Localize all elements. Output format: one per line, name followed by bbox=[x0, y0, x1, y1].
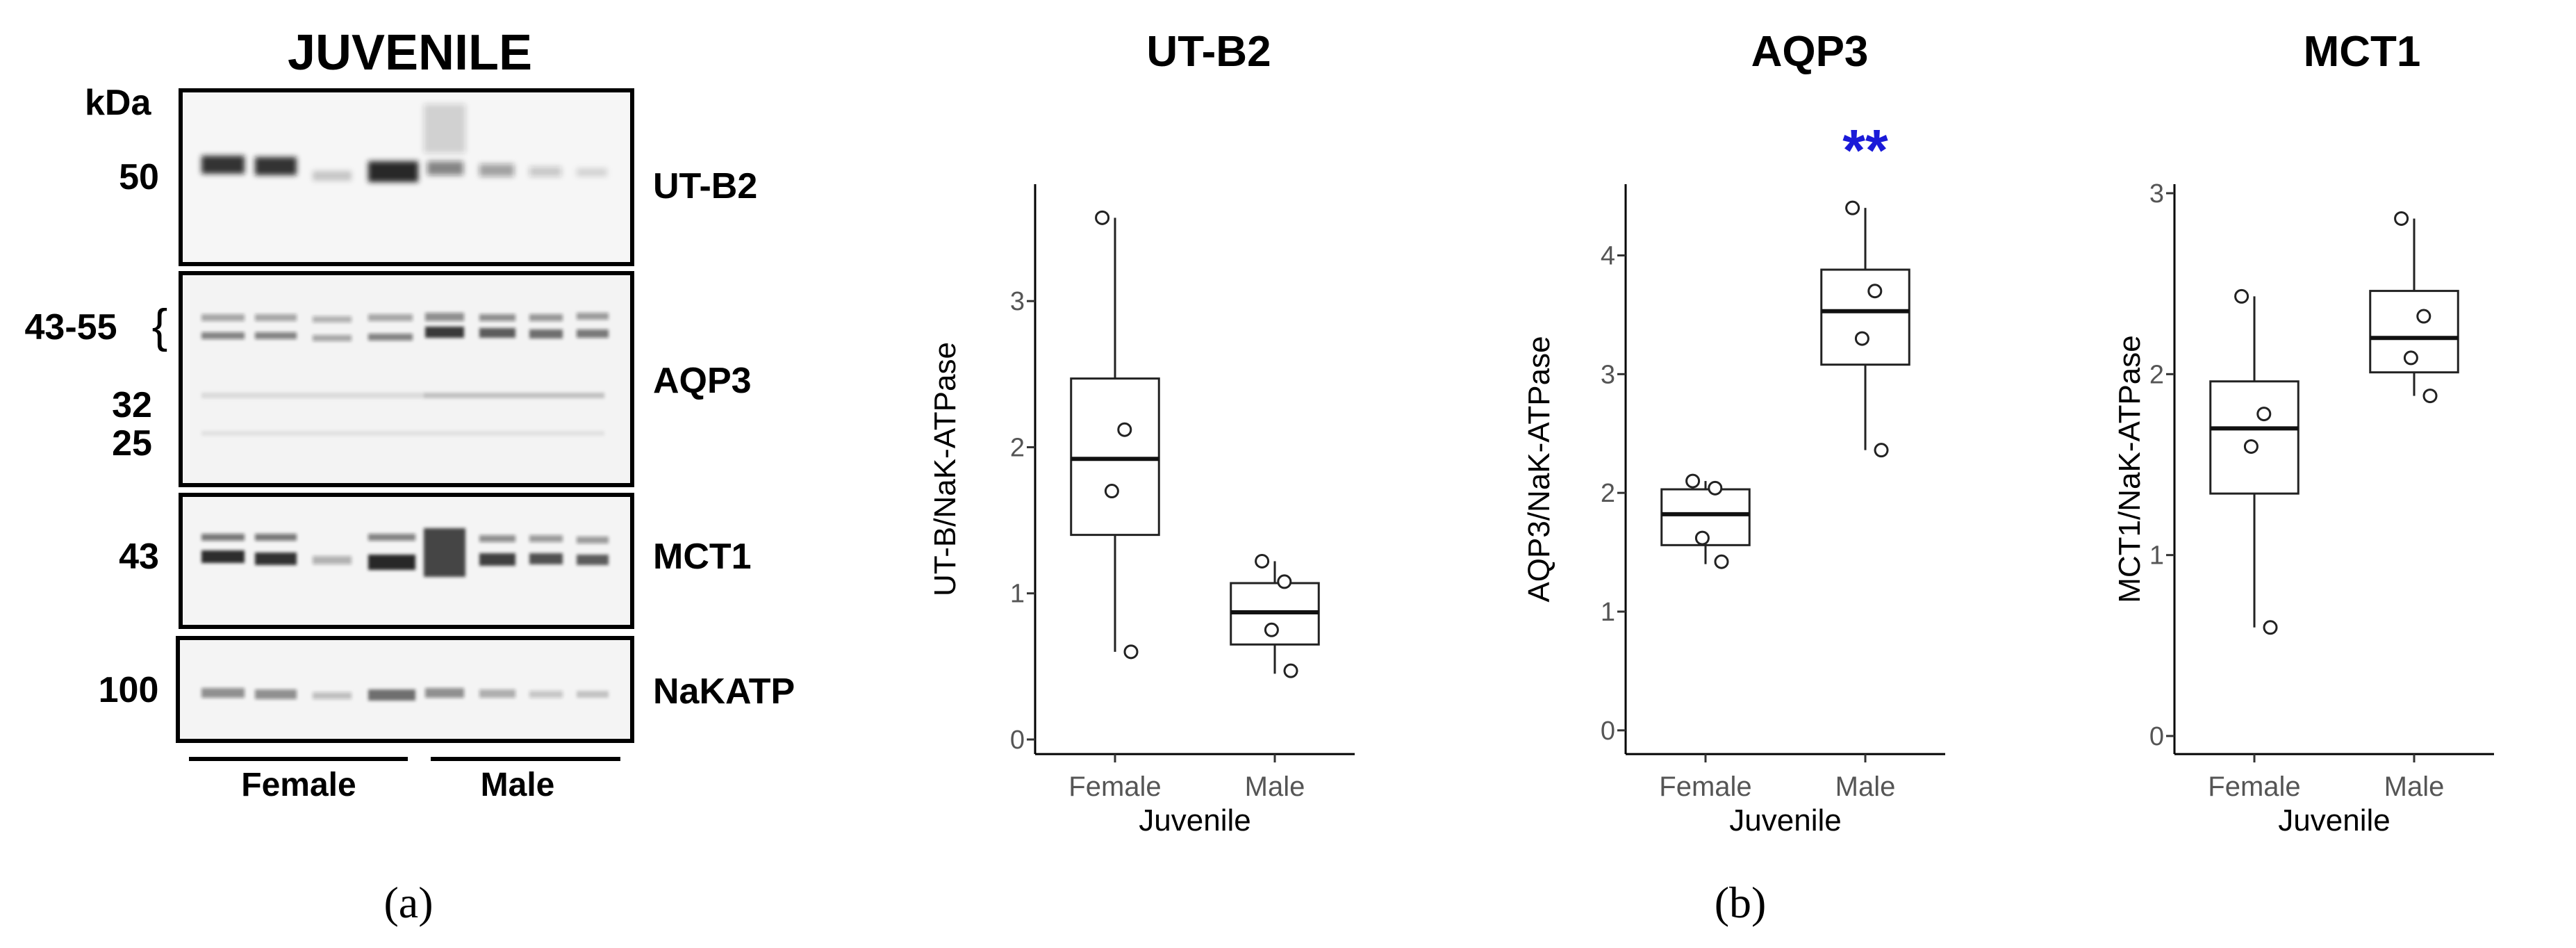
blot-label-ut-b2: UT-B2 bbox=[653, 166, 757, 206]
x-tick-label: Male bbox=[1835, 771, 1896, 802]
y-tick-label: 0 bbox=[2149, 722, 2164, 751]
blot-label-nakatp: NaKATP bbox=[653, 671, 795, 712]
x-tick-label: Male bbox=[1245, 771, 1305, 802]
blot-strip-ut-b2: UT-B2 bbox=[179, 88, 757, 266]
x-axis-label: Juvenile bbox=[1729, 803, 1841, 837]
chart-title: UT-B2 bbox=[1146, 28, 1271, 76]
data-point bbox=[1095, 210, 1110, 225]
data-point bbox=[1264, 622, 1279, 637]
y-tick-label: 3 bbox=[1601, 360, 1615, 389]
mw-label-43-55: 43-55 bbox=[25, 307, 117, 348]
mw-label-100: 100 bbox=[99, 670, 159, 710]
significance-annotation: ** bbox=[1842, 117, 1888, 183]
mw-bracket: { bbox=[152, 300, 168, 352]
data-point bbox=[1123, 644, 1139, 660]
y-tick-label: 3 bbox=[2149, 179, 2164, 209]
data-point bbox=[1845, 200, 1860, 215]
chart-title: AQP3 bbox=[1751, 28, 1869, 76]
data-point bbox=[1714, 554, 1729, 569]
blot-label-aqp3: AQP3 bbox=[653, 361, 752, 401]
western-blot-panel: JUVENILE kDa 50 43-55 { 32 25 43 100 UT-… bbox=[25, 25, 795, 803]
data-point bbox=[1867, 284, 1883, 299]
data-point bbox=[1694, 530, 1710, 546]
y-tick-label: 4 bbox=[1601, 242, 1615, 271]
data-point bbox=[2256, 407, 2272, 422]
y-tick-label: 1 bbox=[1010, 580, 1025, 609]
female-group-label: Female bbox=[241, 767, 356, 803]
blot-label-mct1: MCT1 bbox=[653, 537, 752, 577]
data-point bbox=[2394, 211, 2409, 226]
data-point bbox=[1685, 473, 1701, 489]
blot-title: JUVENILE bbox=[288, 25, 532, 81]
data-point bbox=[1854, 331, 1869, 346]
box-female bbox=[1070, 377, 1160, 537]
data-point bbox=[2416, 309, 2431, 324]
kda-label: kDa bbox=[85, 83, 151, 123]
data-point bbox=[2234, 288, 2249, 304]
panel-b-caption: (b) bbox=[1715, 878, 1767, 927]
data-point bbox=[1255, 553, 1270, 569]
data-point bbox=[2422, 389, 2438, 404]
x-axis-label: Juvenile bbox=[1139, 803, 1250, 837]
data-point bbox=[2403, 350, 2418, 366]
chart-title: MCT1 bbox=[2304, 28, 2421, 76]
x-tick-label: Female bbox=[1068, 771, 1161, 802]
data-point bbox=[2263, 620, 2278, 635]
y-tick-label: 2 bbox=[2149, 360, 2164, 389]
y-tick-label: 3 bbox=[1010, 287, 1025, 316]
box-male bbox=[1820, 268, 1910, 366]
data-point bbox=[1708, 480, 1723, 496]
blot-strip-nakatp: NaKATP bbox=[176, 636, 795, 743]
y-tick-label: 0 bbox=[1601, 717, 1615, 746]
blot-strip-aqp3: AQP3 bbox=[179, 271, 752, 487]
data-point bbox=[1283, 663, 1298, 678]
blot-strip-mct1: MCT1 bbox=[179, 493, 752, 629]
y-axis-label: AQP3/NaK-ATPase bbox=[1522, 336, 1556, 602]
mw-label-43: 43 bbox=[119, 537, 159, 577]
box-female bbox=[2209, 380, 2300, 495]
y-axis-label: UT-B/NaK-ATPase bbox=[928, 342, 962, 596]
mw-label-25: 25 bbox=[112, 423, 152, 464]
data-point bbox=[1117, 422, 1132, 437]
panel-a-caption: (a) bbox=[383, 878, 433, 927]
x-tick-label: Female bbox=[2208, 771, 2300, 802]
x-tick-label: Male bbox=[2384, 771, 2445, 802]
mw-label-50: 50 bbox=[119, 157, 159, 197]
y-tick-label: 2 bbox=[1601, 479, 1615, 508]
data-point bbox=[1874, 443, 1889, 458]
y-tick-label: 0 bbox=[1010, 726, 1025, 755]
x-axis-label: Juvenile bbox=[2278, 803, 2390, 837]
data-point bbox=[1104, 484, 1119, 499]
y-tick-label: 2 bbox=[1010, 433, 1025, 462]
male-group-label: Male bbox=[481, 767, 555, 803]
mw-label-32: 32 bbox=[112, 385, 152, 425]
data-point bbox=[1277, 574, 1292, 589]
data-point bbox=[2243, 439, 2259, 454]
y-tick-label: 1 bbox=[1601, 598, 1615, 627]
x-tick-label: Female bbox=[1659, 771, 1751, 802]
y-tick-label: 1 bbox=[2149, 541, 2164, 571]
y-axis-label: MCT1/NaK-ATPase bbox=[2113, 335, 2147, 603]
